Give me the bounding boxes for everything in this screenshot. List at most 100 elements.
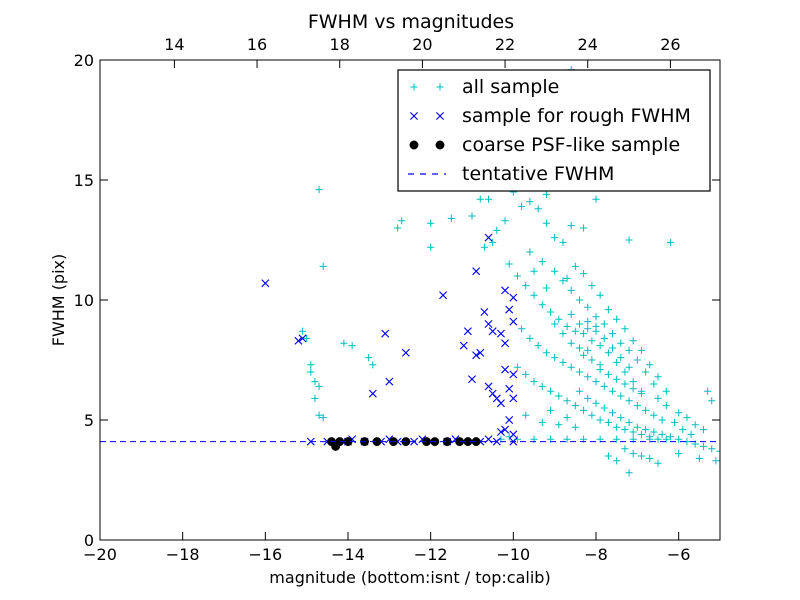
all-sample-point <box>518 202 526 210</box>
all-sample-point <box>613 457 621 465</box>
all-sample-point <box>600 404 608 412</box>
all-sample-point <box>563 322 571 330</box>
legend-label-tentative-fwhm: tentative FWHM <box>462 163 614 185</box>
all-sample-point <box>567 286 575 294</box>
rough-sample-point <box>501 425 510 434</box>
rough-sample-point <box>468 375 476 384</box>
all-sample-point <box>580 330 588 338</box>
all-sample-point <box>617 414 625 422</box>
all-sample-point <box>708 445 716 453</box>
all-sample-point <box>476 195 484 203</box>
all-sample-point <box>563 435 571 443</box>
all-sample-point <box>666 433 674 441</box>
all-sample-point <box>307 368 315 376</box>
all-sample-point <box>530 378 538 386</box>
all-sample-point <box>629 385 637 393</box>
all-sample-point <box>592 195 600 203</box>
rough-sample-point <box>509 370 518 379</box>
rough-sample-point <box>459 341 468 350</box>
legend-marker-all-sample <box>410 83 418 91</box>
y-tick-label: 10 <box>74 291 94 310</box>
rough-sample-point <box>509 293 518 302</box>
all-sample-point <box>538 301 546 309</box>
rough-sample-point <box>381 329 390 338</box>
legend-box <box>397 69 711 192</box>
all-sample-point <box>604 349 612 357</box>
all-sample-point <box>662 387 670 395</box>
all-sample-point <box>575 387 584 395</box>
all-sample-point <box>658 430 666 438</box>
all-sample-point <box>629 337 637 345</box>
all-sample-point <box>604 452 612 460</box>
y-tick-label: 20 <box>74 51 94 70</box>
all-sample-point <box>513 272 522 280</box>
rough-sample-point <box>509 394 518 403</box>
all-sample-point <box>596 361 604 369</box>
all-sample-point <box>530 267 538 275</box>
all-sample-point <box>584 303 592 311</box>
all-sample-point <box>484 195 493 203</box>
all-sample-point <box>551 354 559 362</box>
all-sample-point <box>625 418 633 426</box>
rough-sample-point <box>492 437 501 446</box>
all-sample-point <box>654 435 662 443</box>
all-sample-point <box>567 339 575 347</box>
all-sample-point <box>555 392 563 400</box>
all-sample-point <box>646 435 654 443</box>
all-sample-point <box>675 409 683 417</box>
top-x-tick-label: 16 <box>247 35 267 54</box>
all-sample-point <box>662 435 670 443</box>
top-x-tick-label: 24 <box>578 35 598 54</box>
top-x-tick-label: 18 <box>330 35 350 54</box>
all-sample-point <box>319 414 327 422</box>
rough-sample-point <box>472 351 481 360</box>
all-sample-point <box>670 418 679 426</box>
chart-title: FWHM vs magnitudes <box>308 11 514 33</box>
all-sample-point <box>708 397 716 405</box>
all-sample-point <box>447 214 455 222</box>
all-sample-point <box>608 330 617 338</box>
all-sample-point <box>584 373 592 381</box>
rough-sample-point <box>484 382 493 391</box>
all-sample-point <box>567 310 575 318</box>
all-sample-point <box>633 423 641 431</box>
all-sample-point <box>315 411 323 419</box>
all-sample-point <box>319 262 327 270</box>
rough-sample-point <box>480 308 489 316</box>
all-sample-point <box>625 346 633 354</box>
all-sample-point <box>518 325 526 333</box>
x-tick-label: −12 <box>414 545 448 564</box>
all-sample-point <box>546 406 555 414</box>
all-sample-point <box>716 447 720 455</box>
rough-sample-point <box>463 327 472 336</box>
all-sample-point <box>646 454 654 462</box>
all-sample-point <box>596 342 604 350</box>
all-sample-point <box>567 222 575 230</box>
all-sample-point <box>298 327 307 335</box>
all-sample-point <box>613 358 621 366</box>
all-sample-point <box>588 337 596 345</box>
all-sample-point <box>559 330 567 338</box>
y-axis-label: FWHM (pix) <box>49 254 68 347</box>
all-sample-point <box>311 378 319 386</box>
all-sample-point <box>315 186 323 194</box>
legend-marker-psf-sample <box>409 140 419 150</box>
all-sample-point <box>551 267 559 275</box>
all-sample-point <box>633 356 641 364</box>
y-tick-label: 5 <box>84 411 94 430</box>
all-sample-point <box>513 363 522 371</box>
all-sample-point <box>398 217 406 225</box>
all-sample-point <box>580 224 588 232</box>
x-tick-label: −14 <box>331 545 365 564</box>
all-sample-point <box>613 315 621 323</box>
rough-sample-point <box>501 365 510 374</box>
legend-marker-rough-sample <box>410 112 418 120</box>
rough-sample-point <box>298 334 307 343</box>
all-sample-point <box>658 416 666 424</box>
legend-marker-psf-sample <box>435 140 445 150</box>
legend: all sample sample for rough FWHM coarse … <box>397 69 711 192</box>
all-sample-point <box>468 212 476 220</box>
all-sample-point <box>642 426 650 434</box>
all-sample-point <box>551 320 559 328</box>
